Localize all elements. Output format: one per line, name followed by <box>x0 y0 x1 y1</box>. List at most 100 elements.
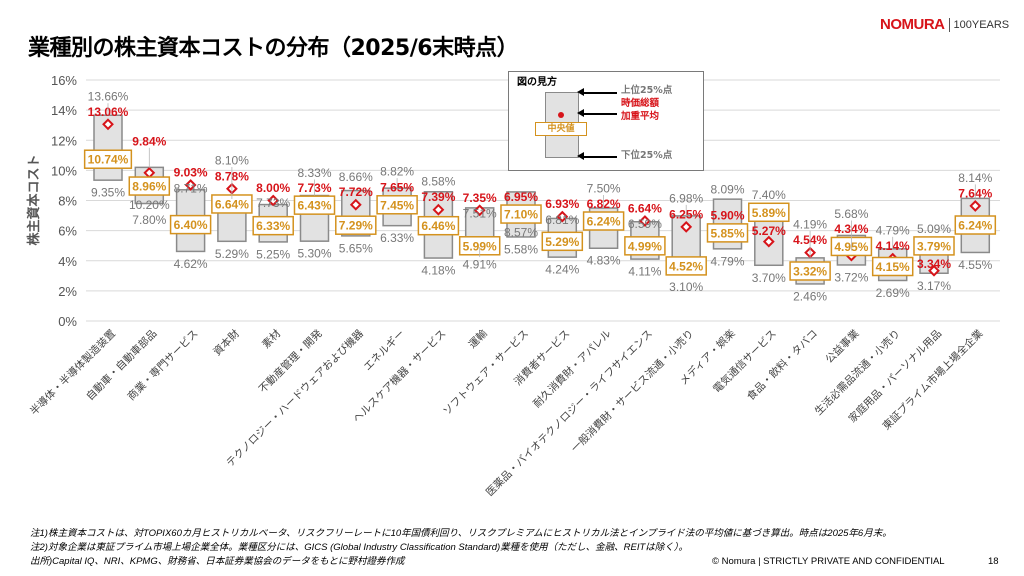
mean-marker <box>638 215 651 227</box>
x-category-label: 資本財 <box>211 327 243 359</box>
lower-quartile-label: 4.24% <box>545 263 579 277</box>
logo-years: 100YEARS <box>953 18 1010 31</box>
median-label: 4.15% <box>876 260 910 274</box>
median-label-box <box>128 176 171 196</box>
median-label-box <box>252 215 294 236</box>
mean-marker <box>969 200 982 212</box>
median-label-box <box>417 215 460 236</box>
footnote-source: 出所)Capital IQ、NRI、KPMG、財務省、日本証券業協会のデータをも… <box>30 556 405 567</box>
median-label: 3.32% <box>793 264 827 278</box>
median-label: 7.29% <box>339 219 373 233</box>
upper-quartile-label: 8.58% <box>421 174 455 188</box>
mean-marker <box>432 203 445 216</box>
mean-marker <box>267 194 280 207</box>
lower-quartile-label: 4.11% <box>628 265 661 279</box>
upper-quartile-label: 8.33% <box>297 166 331 180</box>
upper-quartile-label: 6.59% <box>628 217 662 231</box>
mean-label: 9.03% <box>174 165 208 179</box>
legend-mean-2: 加重平均 <box>621 111 660 122</box>
y-tick-label: 16% <box>51 73 77 88</box>
median-label-box <box>293 195 336 215</box>
mean-marker <box>762 235 775 248</box>
upper-quartile-label: 5.09% <box>917 222 951 236</box>
median-label-box <box>789 261 831 281</box>
median-label-box <box>335 215 377 235</box>
confidential-notice: © Nomura | STRICTLY PRIVATE AND CONFIDEN… <box>712 556 945 567</box>
page-number: 18 <box>988 556 999 567</box>
upper-quartile-label: 8.57% <box>504 225 538 239</box>
median-label-box <box>665 256 707 276</box>
mean-marker <box>184 179 197 191</box>
y-tick-label: 6% <box>58 224 77 239</box>
upper-quartile-label: 8.82% <box>380 165 414 179</box>
x-category-label: 生活必需品流通・小売り <box>812 327 903 418</box>
x-category-label: 耐久消費財・アパレル <box>530 327 613 410</box>
upper-quartile-label: 6.98% <box>669 191 703 205</box>
y-tick-label: 14% <box>51 103 77 118</box>
median-label: 4.52% <box>669 259 703 273</box>
x-category-label: 半導体・半導体製造装置 <box>27 327 118 418</box>
y-tick-label: 0% <box>58 314 77 329</box>
lower-quartile-label: 3.10% <box>669 280 703 294</box>
lower-quartile-label: 2.69% <box>876 286 910 300</box>
upper-quartile-label: 5.68% <box>834 207 868 221</box>
upper-quartile-label: 10.20% <box>129 198 170 212</box>
y-tick-label: 2% <box>58 284 77 299</box>
lower-quartile-label: 3.70% <box>752 271 786 285</box>
mean-marker <box>928 264 940 277</box>
mean-marker <box>473 204 486 217</box>
y-tick-label: 10% <box>51 163 77 178</box>
logo-brand: NOMURA <box>880 16 945 33</box>
median-label: 6.64% <box>215 197 249 211</box>
median-label: 6.40% <box>174 218 208 232</box>
median-label: 5.85% <box>710 226 744 240</box>
median-label: 6.46% <box>421 219 455 233</box>
lower-quartile-label: 4.79% <box>710 254 744 268</box>
median-label: 6.24% <box>587 215 621 229</box>
mean-label: 6.93% <box>545 197 579 211</box>
median-label: 6.24% <box>958 219 992 233</box>
mean-label: 6.95% <box>504 190 538 204</box>
upper-quartile-label: 7.50% <box>587 182 621 196</box>
lower-quartile-label: 5.29% <box>215 247 249 261</box>
upper-quartile-label: 8.71% <box>174 181 208 195</box>
lower-quartile-label: 4.83% <box>587 254 621 268</box>
legend-median: 中央値 <box>535 122 587 136</box>
median-label: 6.43% <box>297 199 331 213</box>
mean-marker <box>680 220 693 233</box>
lower-quartile-label: 4.55% <box>958 258 992 272</box>
mean-label: 9.84% <box>132 134 166 148</box>
legend-lower: 下位25%点 <box>621 150 673 161</box>
x-category-label: 商業・専門サービス <box>125 327 201 403</box>
median-label-box <box>582 211 625 231</box>
lower-quartile-label: 5.30% <box>297 247 331 261</box>
lower-quartile-label: 4.18% <box>421 264 455 278</box>
upper-quartile-label: 7.51% <box>463 206 497 220</box>
mean-label: 6.64% <box>628 201 662 215</box>
mean-label: 3.34% <box>917 257 951 271</box>
upper-quartile-label: 13.66% <box>88 90 129 104</box>
footnote-2: 注2)対象企業は東証プライム市場上場企業全体。業種区分には、GICS (Glob… <box>30 542 689 553</box>
lower-quartile-label: 4.62% <box>174 257 208 271</box>
legend-title: 図の見方 <box>517 77 557 88</box>
lower-quartile-label: 5.65% <box>339 241 373 255</box>
median-label-box <box>913 236 955 256</box>
median-label: 5.29% <box>545 235 579 249</box>
mean-label: 5.90% <box>710 209 744 223</box>
legend-upper: 上位25%点 <box>621 85 673 96</box>
median-label: 7.10% <box>504 208 538 222</box>
median-label: 10.74% <box>88 153 129 167</box>
x-category-label: 公益事業 <box>823 327 862 366</box>
upper-quartile-label: 8.10% <box>215 153 249 167</box>
upper-quartile-label: 8.14% <box>958 171 992 185</box>
lower-quartile-label: 6.33% <box>380 231 414 245</box>
mean-label: 8.00% <box>256 181 290 195</box>
median-label-box <box>954 215 997 235</box>
arrow-left-icon <box>577 153 617 159</box>
upper-quartile-label: 6.81% <box>545 213 579 227</box>
lower-quartile-label: 9.35% <box>91 186 125 200</box>
mean-marker <box>102 118 114 131</box>
mean-label: 7.72% <box>339 185 373 199</box>
arrow-left-icon <box>577 89 617 95</box>
